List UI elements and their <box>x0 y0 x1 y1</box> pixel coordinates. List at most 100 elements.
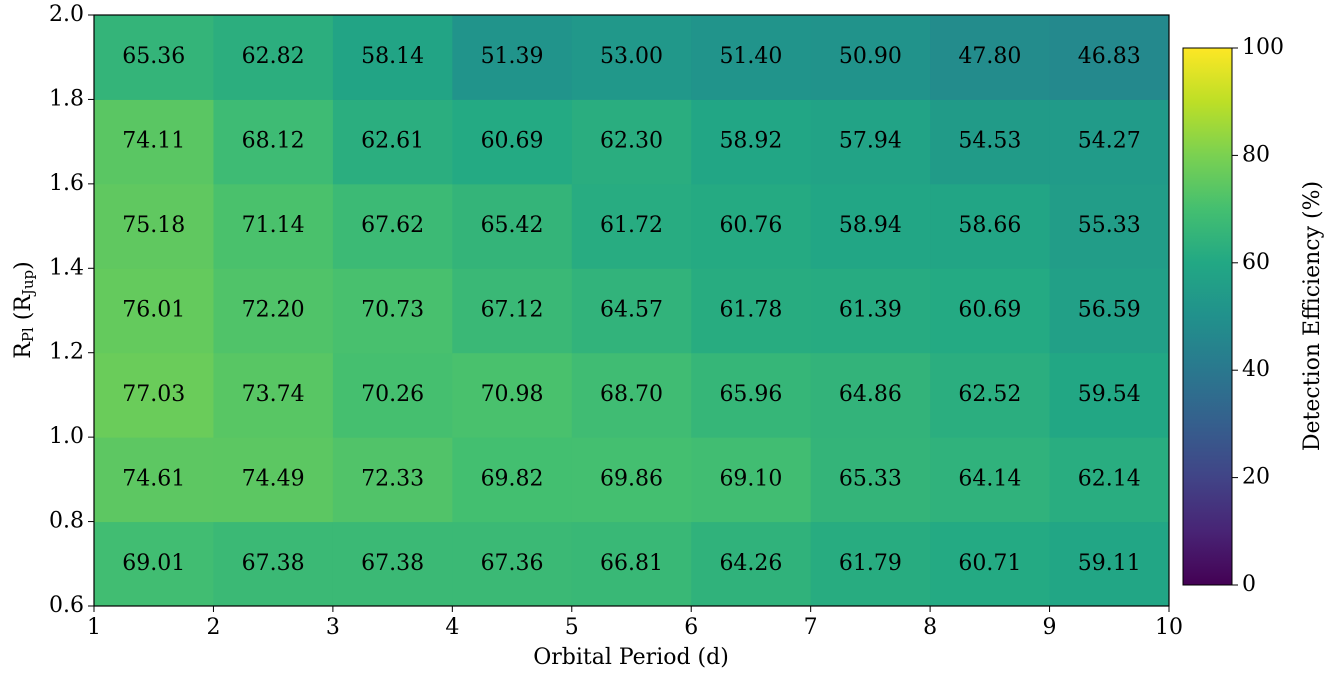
cell-label: 55.33 <box>1078 213 1141 238</box>
heatmap-cell <box>94 352 214 438</box>
heatmap-cell <box>213 437 334 523</box>
heatmap-cell <box>1049 437 1170 523</box>
cell-label: 67.38 <box>242 551 305 576</box>
cell-label: 68.12 <box>242 129 305 154</box>
cell-label: 61.79 <box>839 551 902 576</box>
heatmap-cell <box>810 521 931 607</box>
cell-label: 61.72 <box>600 213 663 238</box>
x-tick-label: 3 <box>326 615 340 640</box>
cell-label: 58.14 <box>361 44 424 69</box>
heatmap-cell <box>810 268 931 354</box>
y-tick-label: 1.6 <box>49 171 84 196</box>
heatmap-cell <box>691 15 812 100</box>
heatmap-cell <box>571 437 692 523</box>
cell-label: 62.52 <box>958 382 1021 407</box>
x-tick-label: 7 <box>804 615 818 640</box>
heatmap-cell <box>1049 15 1170 100</box>
heatmap-cell <box>94 183 214 269</box>
heatmap-cell <box>691 99 812 185</box>
y-tick-label: 1.0 <box>49 424 84 449</box>
cell-label: 60.76 <box>719 213 782 238</box>
heatmap-cell <box>213 15 334 100</box>
heatmap-cell <box>571 15 692 100</box>
heatmap-cell <box>452 521 573 607</box>
heatmap-cell <box>810 352 931 438</box>
heatmap-cell <box>571 99 692 185</box>
colorbar-label: Detection Efficiency (%) <box>1300 181 1325 451</box>
x-tick-label: 5 <box>565 615 579 640</box>
cell-label: 62.30 <box>600 129 663 154</box>
cell-label: 59.54 <box>1078 382 1141 407</box>
heatmap-cell <box>691 352 812 438</box>
cell-label: 62.82 <box>242 44 305 69</box>
heatmap-cell <box>930 437 1051 523</box>
cell-label: 75.18 <box>122 213 185 238</box>
heatmap-cell <box>213 99 334 185</box>
cell-label: 61.78 <box>719 298 782 323</box>
x-tick-label: 4 <box>445 615 459 640</box>
heatmap-cell <box>213 352 334 438</box>
cell-label: 62.14 <box>1078 466 1141 491</box>
heatmap-cell <box>332 268 453 354</box>
cell-label: 67.38 <box>361 551 424 576</box>
cell-label: 70.26 <box>361 382 424 407</box>
heatmap-cell <box>452 268 573 354</box>
heatmap-cell <box>571 521 692 607</box>
heatmap-cell <box>930 99 1051 185</box>
heatmap-cell <box>810 15 931 100</box>
cell-label: 77.03 <box>122 382 185 407</box>
heatmap-cell <box>94 437 214 523</box>
heatmap-cell <box>332 521 453 607</box>
heatmap-cell <box>1049 183 1170 269</box>
heatmap-cell <box>571 183 692 269</box>
heatmap-cell <box>332 183 453 269</box>
heatmap-cell <box>452 437 573 523</box>
heatmap-cell <box>94 99 214 185</box>
colorbar-tick-label: 80 <box>1242 142 1270 167</box>
heatmap-cell <box>571 352 692 438</box>
cell-label: 47.80 <box>958 44 1021 69</box>
heatmap-cell <box>94 521 214 607</box>
colorbar-tick-label: 100 <box>1242 35 1284 60</box>
heatmap-cell <box>930 521 1051 607</box>
y-tick-label: 0.8 <box>49 509 84 534</box>
cell-label: 64.86 <box>839 382 902 407</box>
heatmap-cell <box>332 437 453 523</box>
cell-label: 61.39 <box>839 298 902 323</box>
cell-label: 58.92 <box>719 129 782 154</box>
x-tick-label: 9 <box>1043 615 1057 640</box>
cell-label: 64.14 <box>958 466 1021 491</box>
cell-label: 54.53 <box>958 129 1021 154</box>
cell-label: 65.36 <box>122 44 185 69</box>
cell-label: 70.98 <box>481 382 544 407</box>
colorbar-tick-label: 40 <box>1242 357 1270 382</box>
cell-label: 50.90 <box>839 44 902 69</box>
cell-label: 57.94 <box>839 129 902 154</box>
heatmap-cell <box>452 352 573 438</box>
heatmap-cell <box>452 15 573 100</box>
heatmap-cell <box>810 437 931 523</box>
cell-label: 60.69 <box>958 298 1021 323</box>
heatmap-cell <box>332 352 453 438</box>
y-tick-label: 2.0 <box>49 2 84 27</box>
cell-label: 71.14 <box>242 213 305 238</box>
heatmap-cell <box>1049 268 1170 354</box>
cell-label: 65.33 <box>839 466 902 491</box>
cell-label: 67.62 <box>361 213 424 238</box>
cell-label: 64.26 <box>719 551 782 576</box>
colorbar-tick-label: 20 <box>1242 465 1270 490</box>
heatmap-cell <box>691 268 812 354</box>
cell-label: 76.01 <box>122 298 185 323</box>
colorbar-tick-label: 0 <box>1242 572 1256 597</box>
cell-label: 67.12 <box>481 298 544 323</box>
heatmap-cell <box>1049 99 1170 185</box>
cell-label: 65.42 <box>481 213 544 238</box>
heatmap-cell <box>1049 521 1170 607</box>
cell-label: 64.57 <box>600 298 663 323</box>
cell-label: 74.61 <box>122 466 185 491</box>
heatmap-cell <box>452 183 573 269</box>
cell-label: 58.66 <box>958 213 1021 238</box>
cell-label: 69.10 <box>719 466 782 491</box>
heatmap-cell <box>213 521 334 607</box>
cell-label: 69.82 <box>481 466 544 491</box>
